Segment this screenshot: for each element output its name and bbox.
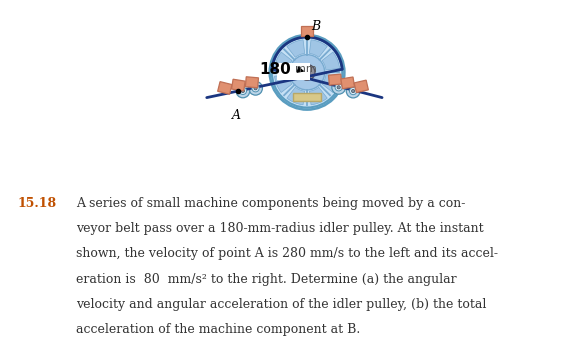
Text: mm: mm: [295, 64, 317, 74]
Circle shape: [269, 35, 345, 110]
Polygon shape: [322, 52, 340, 70]
Text: eration is  80  mm/s² to the right. Determine (a) the angular: eration is 80 mm/s² to the right. Determ…: [76, 273, 457, 286]
Circle shape: [252, 85, 259, 92]
Polygon shape: [231, 79, 245, 91]
Circle shape: [349, 87, 357, 95]
Circle shape: [335, 84, 342, 91]
Circle shape: [241, 89, 245, 92]
Polygon shape: [218, 81, 232, 94]
Polygon shape: [341, 77, 355, 89]
Circle shape: [236, 84, 249, 98]
Polygon shape: [245, 77, 258, 88]
Text: 15.18: 15.18: [18, 197, 57, 210]
Polygon shape: [275, 52, 292, 70]
Polygon shape: [309, 87, 327, 105]
Circle shape: [299, 64, 315, 80]
FancyBboxPatch shape: [293, 93, 321, 101]
Polygon shape: [354, 80, 369, 93]
Polygon shape: [322, 75, 340, 92]
Circle shape: [239, 87, 247, 94]
Polygon shape: [309, 40, 327, 57]
Circle shape: [304, 69, 310, 75]
FancyBboxPatch shape: [276, 63, 310, 80]
Circle shape: [346, 84, 360, 98]
Circle shape: [249, 81, 262, 95]
Text: 180: 180: [259, 62, 291, 77]
Circle shape: [254, 87, 257, 90]
Text: acceleration of the machine component at B.: acceleration of the machine component at…: [76, 323, 360, 336]
Text: velocity and angular acceleration of the idler pulley, (b) the total: velocity and angular acceleration of the…: [76, 298, 487, 311]
Text: B: B: [311, 20, 320, 33]
Circle shape: [272, 37, 342, 107]
Polygon shape: [287, 87, 305, 105]
Circle shape: [352, 89, 355, 93]
Text: shown, the velocity of point A is 280 mm/s to the left and its accel-: shown, the velocity of point A is 280 mm…: [76, 248, 498, 261]
Circle shape: [337, 86, 340, 89]
Text: A: A: [232, 109, 241, 122]
Circle shape: [332, 80, 346, 94]
Polygon shape: [287, 40, 305, 57]
Polygon shape: [301, 26, 313, 36]
Text: veyor belt pass over a 180-mm-radius idler pulley. At the instant: veyor belt pass over a 180-mm-radius idl…: [76, 222, 484, 235]
Circle shape: [289, 55, 325, 90]
Polygon shape: [329, 74, 342, 85]
Polygon shape: [275, 75, 292, 92]
Text: A series of small machine components being moved by a con-: A series of small machine components bei…: [76, 197, 465, 210]
